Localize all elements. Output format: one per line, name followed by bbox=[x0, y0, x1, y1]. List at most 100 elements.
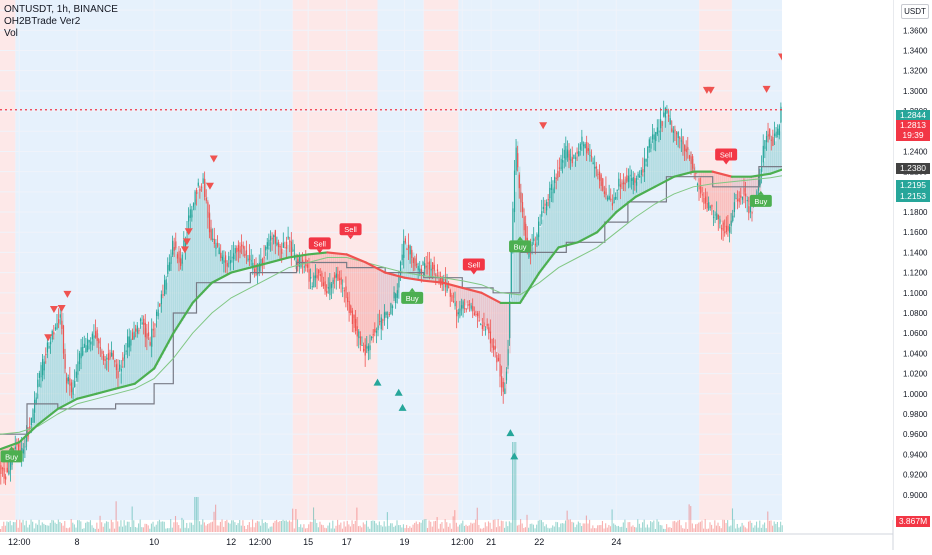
candle-body bbox=[194, 191, 196, 205]
candle-body bbox=[265, 246, 267, 251]
volume-bar bbox=[40, 525, 42, 532]
volume-bar bbox=[711, 524, 713, 532]
volume-bar bbox=[287, 521, 289, 532]
candle-body bbox=[737, 199, 739, 202]
volume-bar bbox=[418, 522, 421, 532]
cloud-band bbox=[342, 254, 346, 283]
candle-body bbox=[204, 178, 206, 197]
cloud-band bbox=[100, 348, 103, 393]
candle-body bbox=[520, 192, 522, 203]
cloud-band bbox=[616, 191, 619, 213]
x-tick-label-7: 19 bbox=[399, 537, 409, 547]
cloud-band bbox=[302, 255, 305, 263]
volume-bar bbox=[65, 527, 67, 532]
volume-bar bbox=[483, 527, 485, 532]
volume-bar bbox=[606, 527, 608, 532]
cloud-band bbox=[121, 366, 124, 388]
volume-bar bbox=[693, 528, 695, 532]
cloud-band bbox=[479, 292, 482, 321]
volume-bar bbox=[309, 521, 311, 532]
background-zone-2 bbox=[292, 0, 378, 520]
volume-bar bbox=[141, 527, 143, 532]
candle-body bbox=[130, 339, 132, 346]
volume-bar bbox=[142, 527, 144, 532]
volume-bar bbox=[22, 519, 24, 532]
candle-body bbox=[6, 467, 8, 473]
volume-bar bbox=[96, 522, 98, 532]
currency-button[interactable]: USDT bbox=[901, 4, 929, 19]
cloud-band bbox=[456, 286, 459, 308]
volume-bar bbox=[345, 526, 347, 532]
volume-bar bbox=[545, 524, 547, 532]
volume-bar bbox=[548, 528, 551, 532]
candle-body bbox=[748, 206, 750, 214]
volume-bar bbox=[329, 522, 331, 532]
ma-fast-segment bbox=[345, 253, 368, 264]
volume-bar bbox=[528, 527, 530, 532]
y-tick-label-6: 1.0200 bbox=[903, 370, 928, 379]
candle-body bbox=[544, 203, 546, 206]
volume-bar bbox=[341, 528, 343, 532]
volume-bar bbox=[475, 519, 477, 532]
volume-bar bbox=[256, 520, 258, 532]
cloud-band bbox=[96, 333, 99, 394]
volume-bar bbox=[317, 527, 319, 532]
symbol-legend[interactable]: ONTUSDT, 1h, BINANCE bbox=[4, 4, 118, 15]
candle-body bbox=[642, 169, 644, 173]
volume-bar bbox=[81, 528, 83, 532]
volume-bar bbox=[425, 519, 427, 532]
candle-body bbox=[669, 118, 671, 125]
candle-body bbox=[743, 188, 745, 196]
cloud-band bbox=[712, 171, 715, 213]
volume-bar bbox=[695, 524, 697, 532]
cloud-band bbox=[200, 186, 203, 295]
volume-bar bbox=[625, 527, 628, 532]
volume-bar bbox=[83, 528, 85, 532]
volume-bar bbox=[654, 528, 656, 532]
volume-bar bbox=[556, 522, 559, 532]
cloud-band bbox=[286, 244, 290, 258]
cloud-band bbox=[209, 227, 213, 285]
candle-body bbox=[497, 357, 500, 362]
volume-bar bbox=[56, 523, 58, 532]
volume-bar bbox=[242, 520, 244, 532]
volume-legend[interactable]: Vol bbox=[4, 28, 18, 39]
cloud-band bbox=[516, 141, 519, 303]
volume-bar bbox=[767, 511, 769, 532]
candle-body bbox=[268, 239, 270, 247]
ma-fast-segment bbox=[56, 397, 79, 411]
volume-bar bbox=[658, 521, 660, 532]
y-tick-label-0: 0.9000 bbox=[903, 491, 928, 500]
volume-bar bbox=[451, 528, 453, 532]
cloud-band bbox=[346, 254, 350, 298]
cloud-band bbox=[375, 267, 378, 331]
cloud-band bbox=[651, 141, 654, 189]
ma-fast-segment bbox=[210, 271, 233, 284]
cloud-band bbox=[649, 148, 652, 190]
candle-body bbox=[711, 205, 713, 207]
candle-body bbox=[775, 131, 777, 137]
volume-bar bbox=[775, 523, 777, 532]
x-tick-label-3: 12 bbox=[226, 537, 236, 547]
volume-bar bbox=[542, 522, 544, 532]
cloud-band bbox=[233, 254, 236, 273]
signal-label-pointer bbox=[723, 160, 730, 165]
volume-bar bbox=[211, 521, 213, 532]
cloud-band bbox=[676, 133, 679, 177]
volume-bar bbox=[650, 521, 652, 532]
volume-bar bbox=[176, 522, 178, 532]
volume-bar bbox=[70, 519, 72, 532]
candle-body bbox=[668, 114, 670, 117]
cloud-band bbox=[674, 131, 677, 177]
candle-body bbox=[180, 258, 182, 266]
cloud-band bbox=[751, 176, 754, 213]
candle-body bbox=[729, 226, 731, 233]
candle-body bbox=[112, 350, 114, 360]
volume-bar bbox=[69, 527, 71, 532]
indicator-legend[interactable]: OH2BTrade Ver2 bbox=[4, 16, 81, 27]
cloud-band bbox=[547, 201, 550, 263]
volume-bar bbox=[640, 527, 642, 532]
signal-label-bg-sell bbox=[715, 148, 738, 161]
